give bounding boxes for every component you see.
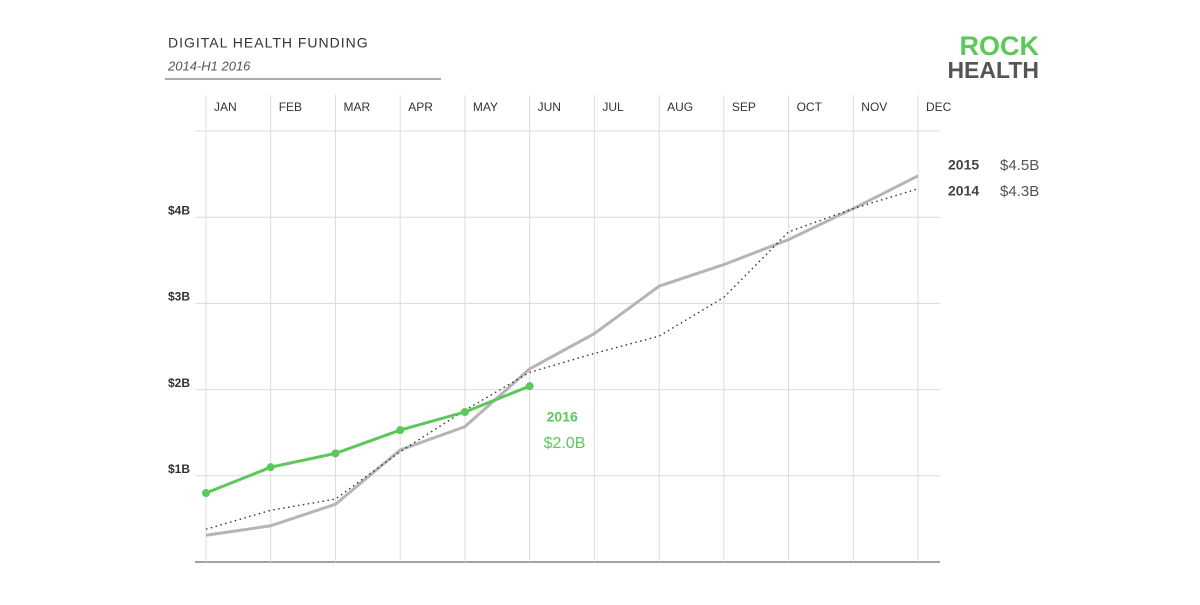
series-line — [205, 188, 919, 530]
x-tick-label: SEP — [732, 100, 756, 114]
x-tick-label: OCT — [797, 100, 823, 114]
chart-subtitle: 2014-H1 2016 — [167, 58, 251, 73]
legend-value: $4.5B — [1000, 157, 1039, 174]
data-point — [460, 408, 469, 417]
logo-line: HEALTH — [947, 57, 1039, 83]
x-tick-label: MAR — [343, 100, 370, 114]
y-tick-label: $2B — [168, 376, 190, 390]
data-point — [331, 449, 340, 458]
x-tick-label: MAY — [473, 100, 498, 114]
data-point — [202, 489, 210, 498]
x-tick-label: JUL — [602, 100, 624, 114]
chart-title: DIGITAL HEALTH FUNDING — [168, 35, 369, 51]
x-tick-label: FEB — [279, 100, 302, 114]
series-line — [205, 384, 531, 495]
series-line — [205, 174, 919, 537]
data-point — [525, 382, 534, 391]
x-tick-label: JAN — [214, 100, 237, 114]
x-tick-label: APR — [408, 100, 433, 114]
y-tick-label: $1B — [168, 462, 190, 476]
series-name: 2016 — [547, 409, 578, 425]
x-tick-label: DEC — [926, 100, 952, 114]
x-tick-label: AUG — [667, 100, 693, 114]
legend-value: $4.3B — [1000, 183, 1039, 200]
x-tick-label: JUN — [538, 100, 561, 114]
legend-name: 2014 — [948, 183, 979, 199]
data-point — [396, 426, 405, 435]
x-tick-label: NOV — [861, 100, 887, 114]
y-tick-label: $3B — [168, 290, 190, 304]
series-value: $2.0B — [544, 435, 586, 452]
legend-name: 2015 — [948, 157, 979, 173]
logo-line: ROCK — [960, 31, 1040, 61]
y-tick-label: $4B — [168, 203, 190, 217]
data-point — [266, 463, 275, 472]
